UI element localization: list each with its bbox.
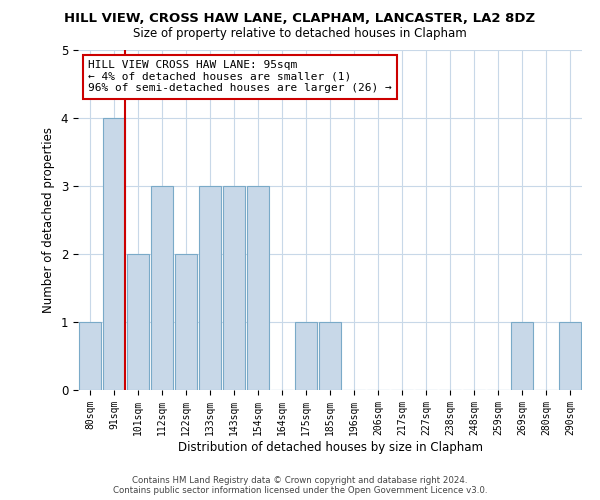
Bar xyxy=(319,322,341,390)
Text: HILL VIEW, CROSS HAW LANE, CLAPHAM, LANCASTER, LA2 8DZ: HILL VIEW, CROSS HAW LANE, CLAPHAM, LANC… xyxy=(64,12,536,26)
Bar xyxy=(79,322,101,390)
Bar xyxy=(151,186,173,390)
Bar xyxy=(247,186,269,390)
Bar xyxy=(559,322,581,390)
Bar xyxy=(223,186,245,390)
Text: HILL VIEW CROSS HAW LANE: 95sqm
← 4% of detached houses are smaller (1)
96% of s: HILL VIEW CROSS HAW LANE: 95sqm ← 4% of … xyxy=(88,60,392,94)
Bar xyxy=(511,322,533,390)
Bar xyxy=(103,118,125,390)
Bar xyxy=(295,322,317,390)
Y-axis label: Number of detached properties: Number of detached properties xyxy=(42,127,55,313)
Bar xyxy=(199,186,221,390)
X-axis label: Distribution of detached houses by size in Clapham: Distribution of detached houses by size … xyxy=(178,440,482,454)
Text: Contains HM Land Registry data © Crown copyright and database right 2024.
Contai: Contains HM Land Registry data © Crown c… xyxy=(113,476,487,495)
Text: Size of property relative to detached houses in Clapham: Size of property relative to detached ho… xyxy=(133,28,467,40)
Bar xyxy=(175,254,197,390)
Bar xyxy=(127,254,149,390)
